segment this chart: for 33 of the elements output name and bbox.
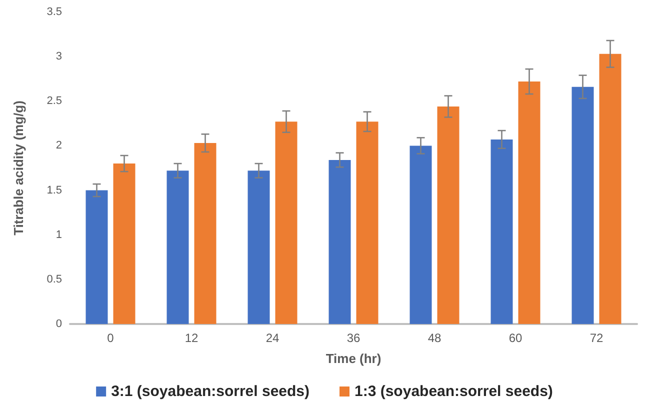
- bar: [328, 160, 351, 324]
- y-tick-label: 3.5: [46, 6, 62, 18]
- bar: [437, 106, 460, 324]
- bar: [599, 54, 622, 324]
- bar: [572, 86, 594, 324]
- bar: [86, 190, 108, 324]
- x-tick-label: 0: [107, 331, 114, 345]
- x-tick-label: 36: [346, 331, 360, 345]
- bar: [113, 164, 136, 324]
- y-tick-label: 1: [56, 228, 62, 241]
- bar: [194, 143, 216, 324]
- legend-label: 3:1 (soyabean:sorrel seeds): [111, 383, 310, 400]
- legend-label: 1:3 (soyabean:sorrel seeds): [354, 383, 553, 400]
- y-tick-label: 2: [56, 140, 62, 152]
- y-tick-label: 3: [56, 50, 62, 63]
- y-tick-label: 1.5: [46, 184, 62, 196]
- x-tick-label: 24: [266, 331, 280, 345]
- x-tick-label: 48: [428, 331, 442, 345]
- bar: [490, 139, 513, 324]
- bar: [410, 146, 432, 324]
- bar: [248, 170, 270, 324]
- x-tick-label: 60: [508, 331, 522, 345]
- x-tick-label: 72: [590, 331, 604, 345]
- x-axis-title: Time (hr): [326, 351, 382, 366]
- bar: [356, 122, 378, 324]
- y-axis-title: Titrable acidity (mg/g): [11, 100, 26, 236]
- bar: [166, 170, 189, 324]
- y-tick-label: 2.5: [46, 95, 62, 108]
- bar: [275, 122, 298, 324]
- bar: [518, 82, 540, 324]
- y-tick-label: 0: [56, 318, 62, 330]
- x-tick-label: 12: [184, 331, 198, 345]
- y-tick-label: 0.5: [46, 273, 62, 286]
